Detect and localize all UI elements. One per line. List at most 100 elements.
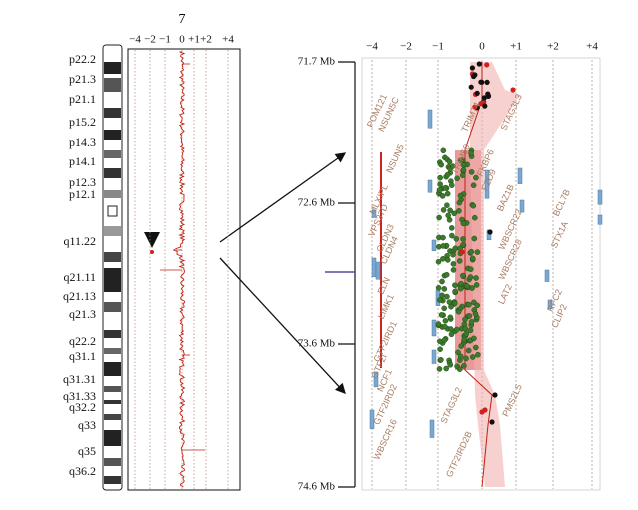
probe-point bbox=[444, 202, 450, 208]
probe-point bbox=[453, 235, 460, 242]
chromosome-band bbox=[104, 62, 121, 74]
probe-point bbox=[442, 317, 449, 324]
probe-point bbox=[440, 207, 447, 213]
probe-point bbox=[453, 326, 460, 333]
probe-point bbox=[437, 346, 443, 353]
probe-point bbox=[452, 245, 459, 252]
band-label: q11.22 bbox=[63, 234, 96, 248]
probe-point bbox=[439, 292, 445, 299]
gene-label: LIMK1 bbox=[376, 293, 396, 321]
probe bbox=[373, 371, 379, 388]
probe bbox=[427, 179, 433, 193]
probe-point bbox=[450, 267, 457, 273]
probe-point bbox=[479, 79, 485, 85]
y-tick-label: 72.6 Mb bbox=[298, 197, 336, 209]
probe-point bbox=[485, 93, 492, 99]
probe-point bbox=[441, 286, 448, 292]
probe-point bbox=[468, 318, 475, 325]
x-tick-label: +2 bbox=[200, 34, 212, 46]
probe-point bbox=[481, 95, 487, 101]
band-label: q22.2 bbox=[69, 334, 96, 348]
band-label: p21.3 bbox=[69, 72, 96, 86]
chromosome-band bbox=[104, 330, 121, 338]
probe bbox=[429, 419, 435, 438]
probe-point bbox=[469, 354, 476, 360]
probe bbox=[597, 189, 603, 205]
chromosome-band bbox=[104, 268, 121, 292]
band-label: q35 bbox=[78, 444, 96, 458]
probe-point bbox=[455, 349, 461, 356]
probe bbox=[431, 239, 437, 251]
probe-point bbox=[460, 272, 466, 279]
probe-point bbox=[510, 87, 516, 93]
probe-point bbox=[467, 274, 474, 280]
chromosome-band bbox=[104, 168, 121, 178]
probe-point bbox=[461, 336, 467, 343]
probe-point bbox=[441, 305, 448, 312]
probe bbox=[371, 257, 377, 278]
probe-point bbox=[458, 343, 465, 349]
probe-point bbox=[487, 229, 493, 235]
gene-label: STX1A bbox=[549, 220, 570, 250]
probe-point bbox=[456, 258, 463, 264]
probe bbox=[519, 199, 525, 213]
chromosome-band bbox=[104, 226, 121, 236]
x-tick-label: 0 bbox=[179, 34, 185, 46]
probe-point bbox=[452, 288, 458, 295]
chromosome-band bbox=[104, 252, 121, 262]
probe bbox=[547, 299, 553, 309]
probe-point bbox=[467, 327, 474, 334]
x-tick-label: −4 bbox=[366, 41, 378, 53]
gene-label: BAZ1B bbox=[495, 183, 516, 213]
probe-point bbox=[450, 251, 456, 258]
band-label: p21.1 bbox=[69, 92, 96, 106]
x-tick-label: −1 bbox=[159, 34, 171, 46]
probe-point bbox=[474, 249, 481, 255]
probe-point bbox=[476, 61, 482, 67]
probe-point bbox=[440, 234, 446, 241]
probe-point bbox=[492, 392, 498, 398]
probe-point bbox=[435, 321, 442, 327]
chromosome-band bbox=[104, 458, 121, 466]
deletion-point bbox=[150, 250, 154, 254]
probe-point bbox=[444, 257, 451, 263]
ideogram bbox=[102, 44, 123, 491]
probe-point bbox=[469, 255, 476, 262]
probe-point bbox=[468, 150, 474, 156]
y-tick-label: 73.6 Mb bbox=[298, 338, 336, 350]
x-tick-label: −1 bbox=[432, 41, 444, 53]
probe-point bbox=[466, 313, 473, 319]
probe-point bbox=[457, 353, 464, 360]
probe-point bbox=[473, 174, 479, 181]
probe-point bbox=[471, 335, 477, 342]
probe-point bbox=[462, 316, 468, 323]
probe-point bbox=[468, 84, 474, 90]
probe-point bbox=[444, 171, 451, 178]
probe-point bbox=[470, 182, 477, 188]
log-ratio-trace bbox=[172, 51, 186, 488]
probe-point bbox=[460, 220, 467, 227]
probe-point bbox=[473, 275, 479, 281]
probe-point bbox=[459, 249, 465, 255]
probe-point bbox=[440, 243, 447, 249]
probe-point bbox=[463, 355, 469, 362]
probe-point bbox=[436, 297, 443, 303]
probe-point bbox=[484, 62, 490, 68]
confidence-band bbox=[470, 62, 520, 487]
probe-point bbox=[472, 344, 479, 351]
band-label: p12.1 bbox=[69, 187, 96, 201]
band-label: p12.3 bbox=[69, 175, 96, 189]
probe-point bbox=[451, 300, 458, 307]
probe-point bbox=[478, 101, 484, 107]
chromosome-band bbox=[104, 348, 121, 354]
probe-point bbox=[436, 187, 443, 193]
probe bbox=[375, 261, 381, 280]
probe-point bbox=[470, 202, 477, 209]
chromosome-band bbox=[104, 108, 121, 118]
probe-point bbox=[469, 65, 475, 71]
probe-point bbox=[464, 283, 470, 289]
probe-point bbox=[474, 90, 480, 96]
probe bbox=[369, 409, 375, 429]
probe-point bbox=[444, 293, 450, 300]
band-label: q21.13 bbox=[63, 289, 96, 303]
